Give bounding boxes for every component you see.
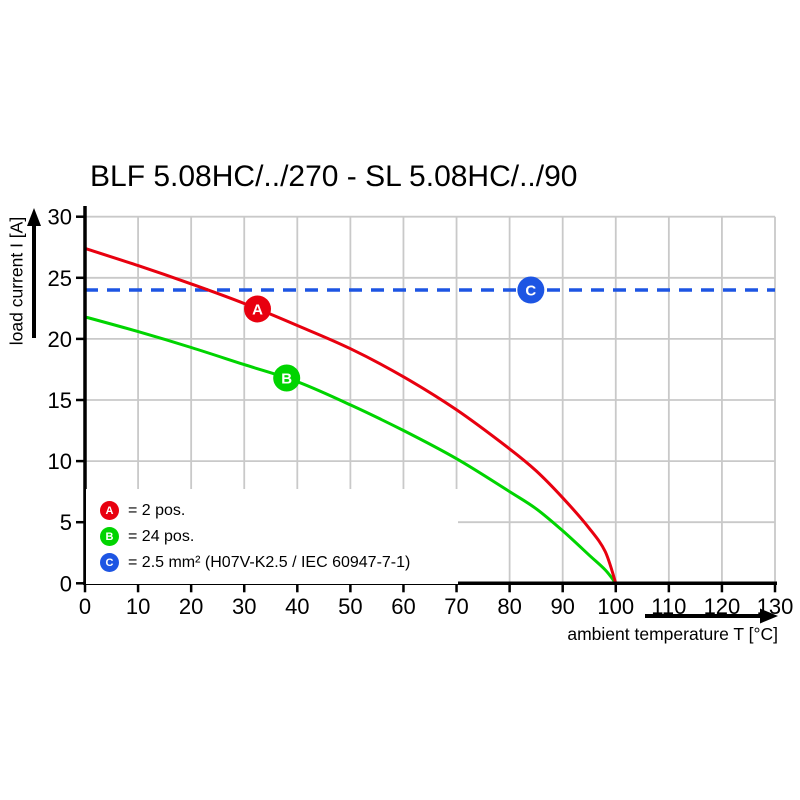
x-tick-label-0: 0 <box>79 594 91 619</box>
x-tick-label-40: 40 <box>285 594 309 619</box>
page-title: BLF 5.08HC/../270 - SL 5.08HC/../90 <box>90 160 578 193</box>
legend-label-c: = 2.5 mm² (H07V-K2.5 / IEC 60947-7-1) <box>128 553 411 571</box>
legend-marker-a-letter: A <box>105 504 114 517</box>
x-tick-label-30: 30 <box>232 594 256 619</box>
legend-marker-b-letter: B <box>105 530 114 543</box>
legend-marker-c-icon: C <box>100 553 119 572</box>
x-tick-label-80: 80 <box>497 594 521 619</box>
y-tick-label-0: 0 <box>60 571 72 596</box>
legend-marker-c-letter: C <box>105 556 114 569</box>
y-tick-label-25: 25 <box>48 266 72 291</box>
marker-a <box>244 295 271 323</box>
chart-legend: A = 2 pos. B = 24 pos. C = 2.5 mm² (H07V… <box>86 489 458 584</box>
y-tick-label-20: 20 <box>48 327 72 352</box>
y-tick-label-5: 5 <box>60 510 72 535</box>
marker-c <box>517 276 545 304</box>
curve-b <box>83 315 618 585</box>
x-axis-arrow-head-icon <box>760 608 778 624</box>
marker-b <box>273 364 301 392</box>
curve-a <box>83 246 618 585</box>
legend-item-b: B = 24 pos. <box>100 527 458 547</box>
legend-marker-b-icon: B <box>100 527 119 546</box>
legend-marker-a-icon: A <box>100 501 119 520</box>
x-tick-label-20: 20 <box>179 594 203 619</box>
legend-item-a: A = 2 pos. <box>100 501 458 521</box>
y-tick-label-15: 15 <box>48 388 72 413</box>
marker-c-letter: C <box>525 283 536 300</box>
legend-item-c: C = 2.5 mm² (H07V-K2.5 / IEC 60947-7-1) <box>100 553 458 573</box>
y-tick-label-10: 10 <box>48 449 72 474</box>
marker-a-letter: A <box>252 301 263 318</box>
y-tick-label-30: 30 <box>48 205 72 230</box>
legend-label-a: = 2 pos. <box>128 501 186 519</box>
x-tick-label-10: 10 <box>126 594 150 619</box>
legend-label-b: = 24 pos. <box>128 527 195 545</box>
marker-b-letter: B <box>281 371 292 388</box>
x-tick-label-70: 70 <box>444 594 468 619</box>
x-tick-label-60: 60 <box>391 594 415 619</box>
x-axis-label: ambient temperature T [°C] <box>567 624 778 644</box>
x-tick-label-100: 100 <box>597 594 634 619</box>
y-axis-arrow-head-icon <box>27 208 41 226</box>
x-tick-label-90: 90 <box>550 594 574 619</box>
x-tick-label-50: 50 <box>338 594 362 619</box>
